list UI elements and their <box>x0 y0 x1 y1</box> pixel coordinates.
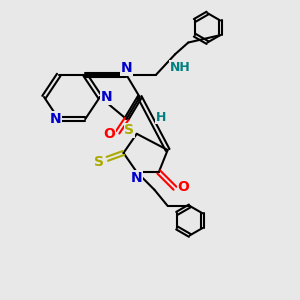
Text: N: N <box>100 90 112 104</box>
Text: NH: NH <box>170 61 190 74</box>
Text: O: O <box>177 180 189 194</box>
Text: N: N <box>121 61 132 75</box>
Text: N: N <box>130 171 142 185</box>
Text: O: O <box>103 127 115 141</box>
Text: N: N <box>50 112 61 126</box>
Text: S: S <box>94 155 104 169</box>
Text: S: S <box>124 123 134 137</box>
Text: H: H <box>156 110 166 124</box>
